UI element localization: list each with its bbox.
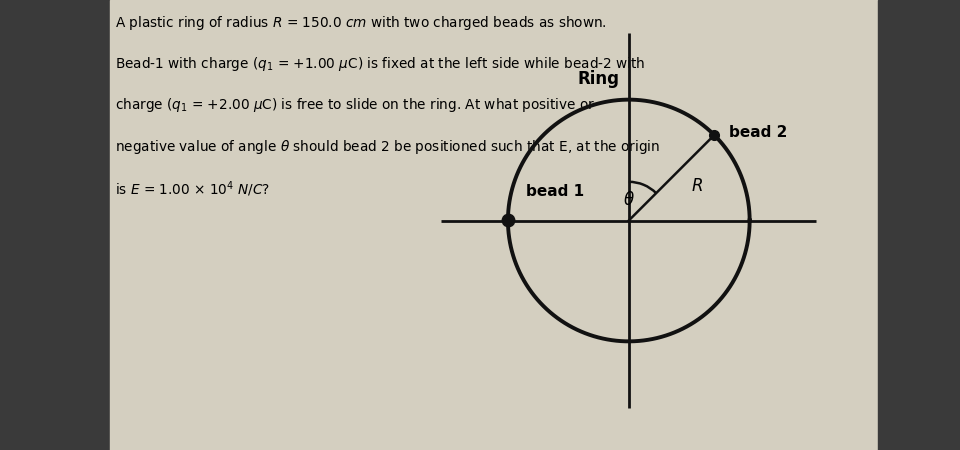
Text: is $E$ = 1.00 $\times$ 10$^4$ $N/C$?: is $E$ = 1.00 $\times$ 10$^4$ $N/C$? xyxy=(115,179,271,199)
Bar xyxy=(110,0,878,450)
Bar xyxy=(0,0,110,450)
Text: R: R xyxy=(691,177,703,195)
Text: negative value of angle $\theta$ should bead 2 be positioned such that E, at the: negative value of angle $\theta$ should … xyxy=(115,138,660,156)
Text: Bead-1 with charge ($q_1$ = +1.00 $\mu$C) is fixed at the left side while bead-2: Bead-1 with charge ($q_1$ = +1.00 $\mu$C… xyxy=(115,55,645,73)
Text: bead 1: bead 1 xyxy=(526,184,585,199)
Text: bead 2: bead 2 xyxy=(729,125,787,140)
Text: A plastic ring of radius $R$ = 150.0 $\mathit{cm}$ with two charged beads as sho: A plastic ring of radius $R$ = 150.0 $\m… xyxy=(115,14,607,32)
Text: θ: θ xyxy=(623,191,634,209)
Text: charge ($q_1$ = +2.00 $\mu$C) is free to slide on the ring. At what positive or: charge ($q_1$ = +2.00 $\mu$C) is free to… xyxy=(115,96,596,114)
Text: Ring: Ring xyxy=(577,70,619,88)
Bar xyxy=(878,0,960,450)
